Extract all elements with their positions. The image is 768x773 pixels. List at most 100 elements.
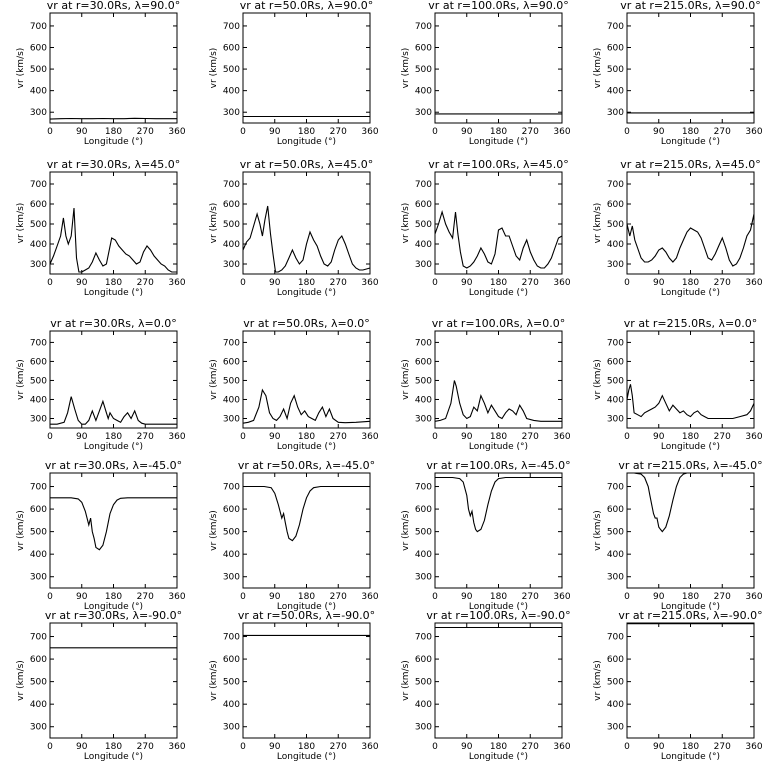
x-tick-label: 90 [461,742,473,752]
y-axis-label: vr (km/s) [16,660,26,701]
series-line [626,384,755,420]
y-tick-label: 300 [223,573,240,583]
y-tick-label: 700 [607,180,624,190]
y-tick-label: 300 [223,723,240,733]
x-tick-label: 270 [330,278,347,288]
y-tick-label: 400 [223,550,240,560]
x-axis-label: Longitude (°) [84,602,143,612]
x-tick-label: 360 [168,742,185,752]
x-axis-label: Longitude (°) [469,602,528,612]
x-tick-label: 270 [137,592,154,602]
chart-title: vr at r=100.0Rs, λ=-45.0° [426,459,570,472]
x-tick-label: 90 [269,127,281,137]
x-tick-label: 90 [461,127,473,137]
y-tick-label: 600 [415,200,432,210]
chart-title: vr at r=50.0Rs, λ=0.0° [243,317,369,330]
x-tick-label: 180 [682,742,699,752]
plot-frame [626,472,755,589]
y-tick-label: 700 [30,180,47,190]
chart-panel-11: vr at r=100.0Rs, λ=0.0° 0 90 180 270 360 300 40… [401,317,571,452]
chart-title: vr at r=100.0Rs, λ=-90.0° [426,609,570,622]
chart-panel-12: vr at r=215.0Rs, λ=0.0° 0 90 180 270 360 300 40… [593,317,763,452]
x-tick-label: 90 [653,592,665,602]
y-tick-label: 500 [223,678,240,688]
y-tick-label: 400 [607,240,624,250]
chart-panel-4: vr at r=215.0Rs, λ=90.0° 0 90 180 270 360 300 4… [593,0,763,147]
y-tick-label: 300 [607,108,624,118]
x-tick-label: 270 [330,432,347,442]
y-tick-label: 500 [415,376,432,386]
x-tick-label: 360 [361,127,378,137]
y-tick-label: 400 [607,395,624,405]
chart-panel-7: vr at r=100.0Rs, λ=45.0° 0 90 180 270 360 300 4… [401,158,571,298]
x-tick-label: 0 [432,127,438,137]
y-axis-label: vr (km/s) [209,660,219,701]
chart-title: vr at r=100.0Rs, λ=45.0° [428,158,568,171]
x-tick-label: 360 [745,592,762,602]
y-tick-label: 700 [223,22,240,32]
y-tick-label: 300 [415,260,432,270]
x-axis-label: Longitude (°) [277,602,336,612]
x-tick-label: 90 [653,127,665,137]
plot-frame [242,12,371,124]
x-tick-label: 360 [168,278,185,288]
y-tick-label: 600 [223,200,240,210]
y-tick-label: 300 [223,414,240,424]
x-tick-label: 360 [168,127,185,137]
plot-frame [626,171,755,275]
plot-frame [434,472,563,589]
x-tick-label: 90 [76,592,88,602]
chart-panel-2: vr at r=50.0Rs, λ=90.0° 0 90 180 270 360 300 40… [209,0,379,147]
chart-title: vr at r=30.0Rs, λ=-90.0° [45,609,182,622]
chart-panel-13: vr at r=30.0Rs, λ=-45.0° 0 90 180 270 360 300 4… [16,459,186,612]
y-axis-label: vr (km/s) [401,510,411,551]
x-tick-label: 360 [745,278,762,288]
y-tick-label: 500 [30,528,47,538]
x-tick-label: 270 [522,278,539,288]
y-tick-label: 600 [30,655,47,665]
series-line [50,497,177,551]
y-tick-label: 400 [415,240,432,250]
y-tick-label: 300 [607,573,624,583]
y-tick-label: 500 [30,376,47,386]
chart-title: vr at r=215.0Rs, λ=-90.0° [618,609,762,622]
y-tick-label: 400 [415,395,432,405]
chart-panel-10: vr at r=50.0Rs, λ=0.0° 0 90 180 270 360 300 400… [209,317,379,452]
x-tick-label: 180 [490,592,507,602]
x-tick-label: 180 [682,592,699,602]
x-tick-label: 180 [298,278,315,288]
chart-title: vr at r=50.0Rs, λ=45.0° [240,158,373,171]
series-line [434,210,563,269]
plot-frame [49,171,178,275]
y-tick-label: 400 [30,395,47,405]
y-axis-label: vr (km/s) [401,359,411,400]
y-tick-label: 300 [415,573,432,583]
x-tick-label: 270 [714,592,731,602]
plot-frame [49,622,178,739]
x-axis-label: Longitude (°) [661,602,720,612]
y-tick-label: 600 [223,655,240,665]
x-tick-label: 360 [361,742,378,752]
plot-frame [626,330,755,429]
y-tick-label: 400 [415,700,432,710]
chart-title: vr at r=215.0Rs, λ=0.0° [624,317,757,330]
chart-title: vr at r=100.0Rs, λ=0.0° [432,317,565,330]
x-tick-label: 0 [432,432,438,442]
y-tick-label: 300 [223,260,240,270]
chart-panel-17: vr at r=30.0Rs, λ=-90.0° 0 90 180 270 360 300 4… [16,609,186,762]
x-tick-label: 180 [682,127,699,137]
x-tick-label: 90 [461,592,473,602]
chart-panel-15: vr at r=100.0Rs, λ=-45.0° 0 90 180 270 360 300… [401,459,571,612]
y-tick-label: 300 [30,573,47,583]
chart-title: vr at r=50.0Rs, λ=90.0° [240,0,373,12]
y-axis-label: vr (km/s) [209,510,219,551]
y-tick-label: 600 [30,44,47,54]
x-axis-label: Longitude (°) [277,137,336,147]
plot-frame [434,12,563,124]
y-tick-label: 400 [223,87,240,97]
chart-panel-8: vr at r=215.0Rs, λ=45.0° 0 90 180 270 360 300 4… [593,158,763,298]
y-axis-label: vr (km/s) [593,48,603,89]
x-tick-label: 180 [298,592,315,602]
y-axis-label: vr (km/s) [209,48,219,89]
